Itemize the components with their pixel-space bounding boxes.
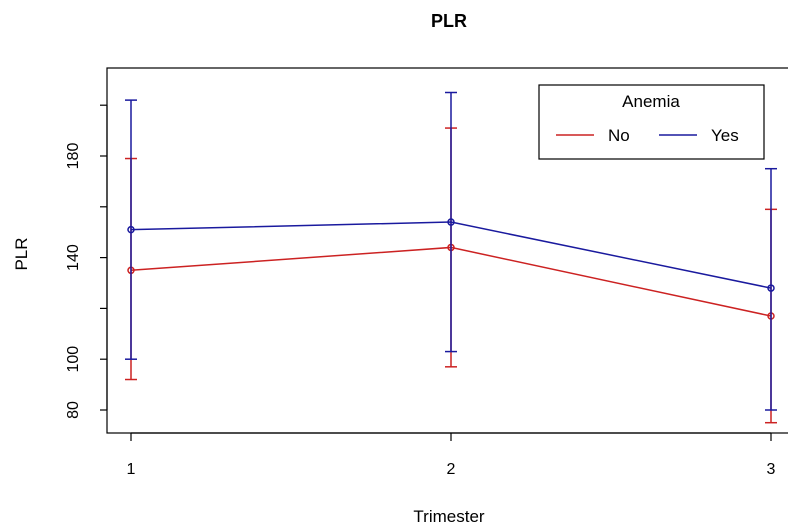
y-tick-label: 140 bbox=[65, 244, 82, 271]
y-tick-label: 80 bbox=[65, 401, 82, 419]
y-axis-label: PLR bbox=[12, 237, 31, 270]
legend-box bbox=[538, 84, 765, 160]
x-tick-label: 2 bbox=[447, 461, 456, 478]
data-point bbox=[767, 284, 775, 292]
data-point bbox=[447, 218, 455, 226]
legend-label: No bbox=[608, 126, 630, 145]
legend-label: Yes bbox=[711, 126, 739, 145]
chart-title: PLR bbox=[431, 11, 467, 31]
y-axis: 80 100 140 180 bbox=[65, 104, 108, 419]
y-tick-label: 180 bbox=[65, 143, 82, 170]
y-tick-label: 100 bbox=[65, 346, 82, 373]
series-line bbox=[130, 221, 772, 289]
x-axis: 1 2 3 bbox=[127, 432, 776, 478]
x-tick-label: 3 bbox=[767, 461, 776, 478]
x-axis-label: Trimester bbox=[413, 507, 484, 526]
legend-entries: No Yes bbox=[556, 126, 739, 145]
data-point bbox=[127, 225, 135, 234]
legend-title: Anemia bbox=[622, 92, 680, 111]
x-tick-label: 1 bbox=[127, 461, 136, 478]
legend: Anemia No Yes bbox=[538, 84, 765, 160]
series-yes bbox=[125, 91, 777, 411]
series-layer bbox=[125, 91, 777, 424]
